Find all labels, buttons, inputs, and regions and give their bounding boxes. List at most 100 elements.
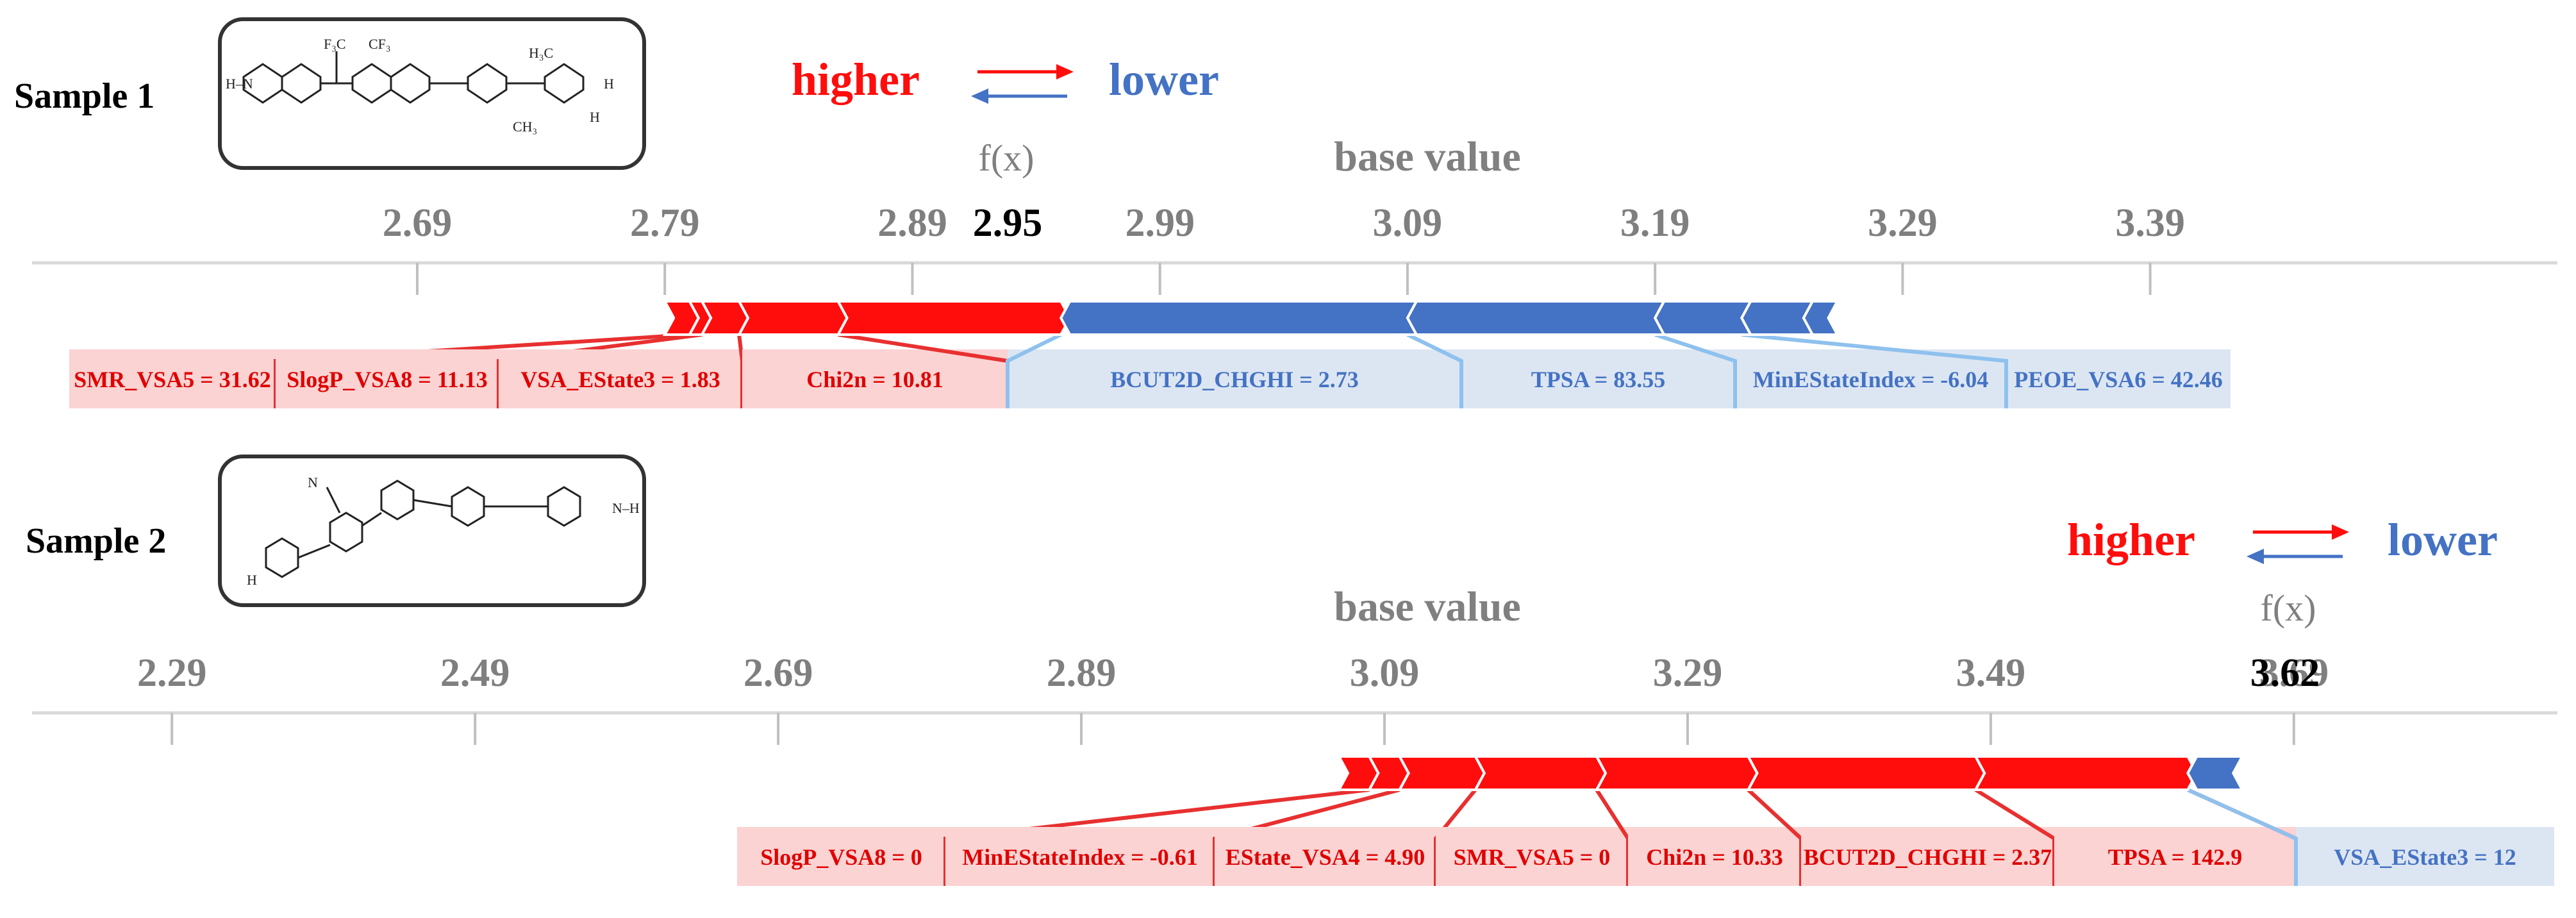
legend-lower-label: lower xyxy=(2388,514,2498,565)
svg-text:H: H xyxy=(590,109,600,125)
feature-label-box xyxy=(2296,827,2554,886)
lower-segment xyxy=(1653,300,1753,336)
feature-label: SMR_VSA5 = 0 xyxy=(1454,844,1611,870)
axis-tick-label: 3.19 xyxy=(1620,201,1690,245)
axis-tick-label: 2.89 xyxy=(877,201,947,245)
feature-label-box xyxy=(1735,349,2006,408)
higher-segment xyxy=(1397,755,1486,791)
axis-tick-label: 2.99 xyxy=(1125,201,1195,245)
axis-tick-marks-2 xyxy=(170,713,2295,745)
feature-label: TPSA = 83.55 xyxy=(1531,367,1666,392)
feature-label-box xyxy=(1215,827,1436,886)
feature-label-boxes-1: SMR_VSA5 = 31.62 SlogP_VSA8 = 11.13 VSA_ES… xyxy=(69,333,2231,408)
feature-label-box xyxy=(69,349,276,408)
axis-ticks-1: 2.69 2.79 2.89 2.99 3.09 3.19 3.29 3.39 xyxy=(383,201,2185,245)
feature-label: Chi2n = 10.33 xyxy=(1646,844,1783,870)
higher-segment xyxy=(1746,755,1986,791)
feature-connector xyxy=(1406,333,1463,408)
axis-tick-label: 3.49 xyxy=(1956,651,2026,695)
svg-text:N–H: N–H xyxy=(612,500,640,516)
feature-connector xyxy=(1006,333,1062,408)
legend-higher-label: higher xyxy=(2067,514,2195,565)
feature-connector xyxy=(2187,788,2298,886)
feature-label-box xyxy=(1801,827,2054,886)
feature-label-box xyxy=(1008,349,1461,408)
force-bars-2 xyxy=(1336,755,2245,791)
arrow-left-icon xyxy=(2247,549,2264,564)
axis-tick-label: 3.39 xyxy=(2115,201,2185,245)
feature-connector xyxy=(1654,333,1737,408)
feature-label-box xyxy=(2006,349,2231,408)
axis-tick-label: 2.29 xyxy=(137,651,207,695)
svg-text:CF₃: CF₃ xyxy=(369,36,391,52)
axis-tick-label: 2.49 xyxy=(440,651,510,695)
feature-label-box xyxy=(499,349,742,408)
svg-text:H₃C: H₃C xyxy=(529,45,553,61)
feature-label: SlogP_VSA8 = 0 xyxy=(760,844,922,870)
higher-segment xyxy=(1473,755,1608,791)
lower-segment xyxy=(1740,300,1815,336)
axis-tick-label: 3.09 xyxy=(1373,201,1443,245)
higher-segment xyxy=(1594,755,1759,791)
higher-segment xyxy=(836,300,1072,336)
feature-label-box xyxy=(737,827,945,886)
feature-label: PEOE_VSA6 = 42.46 xyxy=(2014,367,2223,392)
axis-tick-label: 3.69 xyxy=(2259,651,2329,695)
axis-tick-label: 3.09 xyxy=(1350,651,1420,695)
base-value-label-2: base value xyxy=(1334,583,1521,630)
force-bars-1 xyxy=(662,300,1840,336)
fx-label-2: f(x) xyxy=(2261,587,2316,629)
svg-text:H: H xyxy=(247,572,257,588)
sample-2-label: Sample 2 xyxy=(26,521,166,561)
feature-label: EState_VSA4 = 4.90 xyxy=(1226,844,1425,870)
axis-tick-label: 2.89 xyxy=(1047,651,1117,695)
higher-segment xyxy=(1973,755,2198,791)
base-value-label-1: base value xyxy=(1334,133,1521,180)
fx-value-1: 2.95 xyxy=(973,201,1043,245)
axis-tick-marks-1 xyxy=(415,263,2152,295)
lower-segment xyxy=(2186,755,2245,791)
feature-label-box xyxy=(1628,827,1801,886)
feature-label-box xyxy=(945,827,1215,886)
axis-tick-label: 3.29 xyxy=(1653,651,1723,695)
sample-1-panel: Sample 1 F₃C CF₃ H–N H₃C CH₃ H H xyxy=(14,17,2557,408)
arrow-right-icon xyxy=(1056,64,1074,79)
svg-text:CH₃: CH₃ xyxy=(513,119,537,135)
fx-label-1: f(x) xyxy=(979,137,1035,179)
feature-label: BCUT2D_CHGHI = 2.73 xyxy=(1110,367,1359,392)
lower-segment xyxy=(1802,300,1840,336)
legend-higher-label: higher xyxy=(792,54,920,105)
molecule-structure-2-icon: H N N–H xyxy=(218,455,646,607)
svg-text:H–N: H–N xyxy=(226,76,253,92)
axis-tick-label: 2.69 xyxy=(383,201,453,245)
molecule-structure-1-icon: F₃C CF₃ H–N H₃C CH₃ H H xyxy=(218,17,646,170)
feature-label-box xyxy=(742,349,1008,408)
feature-connector xyxy=(1741,333,2008,408)
feature-label: MinEStateIndex = -6.04 xyxy=(1753,367,1989,392)
feature-label: BCUT2D_CHGHI = 2.37 xyxy=(1804,844,2052,870)
feature-label: TPSA = 142.9 xyxy=(2108,844,2243,870)
svg-text:N: N xyxy=(308,474,318,490)
legend-1: higher lower xyxy=(792,54,1219,105)
arrow-left-icon xyxy=(971,88,988,104)
arrow-right-icon xyxy=(2332,524,2349,540)
axis-tick-label: 2.79 xyxy=(630,201,700,245)
lower-segment xyxy=(1059,300,1419,336)
sample-1-label: Sample 1 xyxy=(14,76,154,116)
legend-2: higher lower xyxy=(2067,514,2498,565)
axis-ticks-2: 2.29 2.49 2.69 2.89 3.09 3.29 3.49 3.69 xyxy=(137,651,2329,695)
feature-label: VSA_EState3 = 1.83 xyxy=(520,367,720,392)
feature-label: VSA_EState3 = 12 xyxy=(2334,844,2516,870)
legend-lower-label: lower xyxy=(1109,54,1219,105)
fx-value-2: 3.62 xyxy=(2250,651,2320,695)
feature-label: SMR_VSA5 = 31.62 xyxy=(74,367,271,392)
feature-label-boxes-2: SlogP_VSA8 = 0 MinEStateIndex = -0.61 ESta… xyxy=(737,788,2554,886)
svg-text:F₃C: F₃C xyxy=(324,36,346,52)
axis-tick-label: 3.29 xyxy=(1868,201,1938,245)
feature-label-box xyxy=(2054,827,2296,886)
feature-label: Chi2n = 10.81 xyxy=(806,367,943,392)
feature-label-box xyxy=(1461,349,1735,408)
feature-label: SlogP_VSA8 = 11.13 xyxy=(287,367,488,392)
sample-2-panel: Sample 2 H N N–H higher xyxy=(26,455,2557,886)
